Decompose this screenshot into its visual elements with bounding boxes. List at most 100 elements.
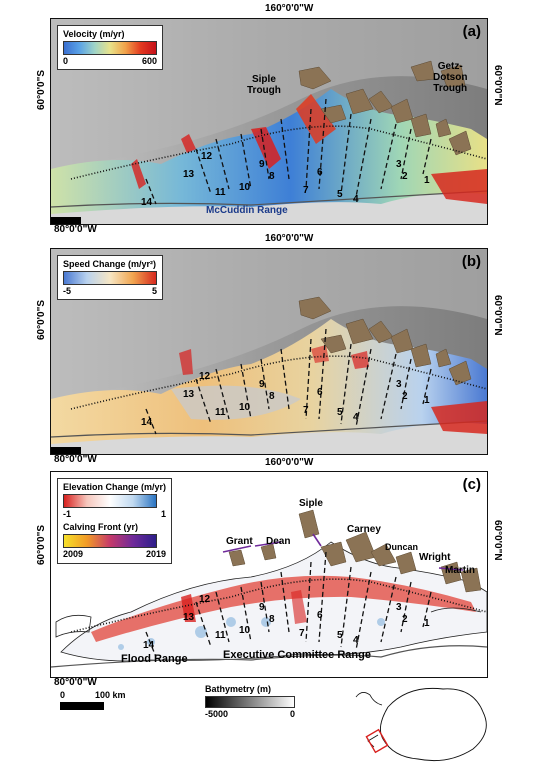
velocity-map [51,19,487,224]
speed-change-legend-min: -5 [63,286,72,296]
velocity-colorbar [63,41,157,55]
map-panel-speed-change: Speed Change (m/yr²) -5 5 (b) 14 13 12 1… [50,248,488,455]
siple-label: Siple [299,498,323,509]
glacier-number-2-b: 2 [402,391,408,402]
glacier-number-9-c: 9 [259,602,265,613]
longitude-label-b: 160°0'0"W [265,233,314,244]
mccuddin-range-label: McCuddin Range [206,205,288,216]
glacier-number-4-a: 4 [353,194,359,205]
glacier-number-7-a: 7 [303,185,309,196]
calving-colorbar [63,534,157,548]
glacier-number-10-c: 10 [239,625,251,636]
martin-label: Martin [445,565,475,576]
glacier-number-5-a: 5 [337,189,343,200]
duncan-label: Duncan [385,542,419,552]
glacier-number-5-c: 5 [337,630,343,641]
glacier-number-1-b: 1 [424,395,430,406]
latitude-label-left-c: 60°0'0"S [36,524,47,565]
velocity-legend: Velocity (m/yr) 0 600 [57,25,163,70]
bathymetry-title: Bathymetry (m) [205,684,272,694]
wright-label: Wright [419,552,451,563]
glacier-number-14-c: 14 [143,640,155,651]
glacier-number-12-b: 12 [199,371,211,382]
glacier-number-3-c: 3 [396,602,402,613]
glacier-number-3-a: 3 [396,159,402,170]
executive-committee-range-label: Executive Committee Range [223,649,371,661]
grant-label: Grant [226,536,253,547]
bathymetry-min: -5000 [205,709,229,719]
latitude-label-right-b: 60°0'0"N [492,295,503,336]
glacier-number-11-b: 11 [215,407,226,418]
longitude-label-bottom-b: 80°0'0"W [54,454,97,465]
flood-range-label: Flood Range [121,653,188,665]
glacier-number-12-c: 12 [199,594,211,605]
glacier-number-2-a: 2 [402,171,408,182]
bathymetry-legend: Bathymetry (m) -5000 0 [205,684,295,719]
latitude-label-left-b: 60°0'0"S [36,299,47,340]
scale-bar-graphic [60,702,104,710]
latitude-label-right-a: 60°0'0"N [492,65,503,106]
glacier-number-1-c: 1 [424,618,430,629]
glacier-number-2-c: 2 [402,614,408,625]
panel-label-c: (c) [462,476,481,493]
siple-trough-label: Siple Trough [247,74,281,96]
longitude-label-c: 160°0'0"W [265,457,314,468]
panel-label-b: (b) [461,253,481,270]
glacier-number-4-c: 4 [353,635,359,646]
calving-legend-max: 2019 [146,549,167,559]
velocity-legend-title: Velocity (m/yr) [63,29,125,39]
glacier-number-13-b: 13 [183,389,195,400]
scale-bar: 0 100 km [60,690,126,710]
glacier-number-12-a: 12 [201,151,213,162]
elevation-colorbar [63,494,157,508]
longitude-label-bottom-a: 80°0'0"W [54,224,97,235]
glacier-number-6-b: 6 [317,387,323,398]
getz-dotson-trough-label: Getz- Dotson Trough [433,61,468,94]
longitude-label-bottom-c: 80°0'0"W [54,677,97,688]
map-panel-velocity: Velocity (m/yr) 0 600 (a) Siple Trough G… [50,18,488,225]
glacier-number-3-b: 3 [396,379,402,390]
glacier-number-6-c: 6 [317,610,323,621]
glacier-number-1-a: 1 [424,175,430,186]
carney-label: Carney [347,524,381,535]
glacier-number-6-a: 6 [317,167,323,178]
dean-label: Dean [266,536,291,547]
speed-change-legend-max: 5 [151,286,157,296]
scale-bar-max-label: 100 km [95,690,126,700]
glacier-number-14-b: 14 [141,417,153,428]
velocity-legend-max: 600 [141,56,157,66]
elevation-legend-min: -1 [63,509,72,519]
elevation-legend-title: Elevation Change (m/yr) [63,482,167,492]
glacier-number-14-a: 14 [141,197,153,208]
calving-legend-min: 2009 [63,549,84,559]
longitude-label-a: 160°0'0"W [265,3,314,14]
bathymetry-colorbar [205,696,295,708]
bathymetry-max: 0 [289,709,295,719]
glacier-number-9-a: 9 [259,159,265,170]
latitude-label-right-c: 60°0'0"N [492,520,503,561]
glacier-number-5-b: 5 [337,407,343,418]
velocity-legend-min: 0 [63,56,69,66]
glacier-number-10-a: 10 [239,182,251,193]
glacier-number-9-b: 9 [259,379,265,390]
speed-change-legend: Speed Change (m/yr²) -5 5 [57,255,163,300]
glacier-number-4-b: 4 [353,412,359,423]
glacier-number-13-c: 13 [183,612,195,623]
glacier-number-8-a: 8 [269,171,275,182]
panel-label-a: (a) [462,23,481,40]
antarctica-inset-map [348,677,498,767]
speed-change-colorbar [63,271,157,285]
glacier-number-11-c: 11 [215,630,226,641]
scale-bar-min-label: 0 [60,690,66,700]
elevation-legend-max: 1 [161,509,167,519]
glacier-number-7-b: 7 [303,405,309,416]
glacier-number-7-c: 7 [299,628,305,639]
glacier-number-10-b: 10 [239,402,251,413]
glacier-number-8-c: 8 [269,614,275,625]
glacier-number-8-b: 8 [269,391,275,402]
elevation-change-map [51,509,487,668]
glacier-number-13-a: 13 [183,169,195,180]
speed-change-legend-title: Speed Change (m/yr²) [63,259,157,269]
latitude-label-left-a: 60°0'0"S [36,69,47,110]
glacier-number-11-a: 11 [215,187,226,198]
